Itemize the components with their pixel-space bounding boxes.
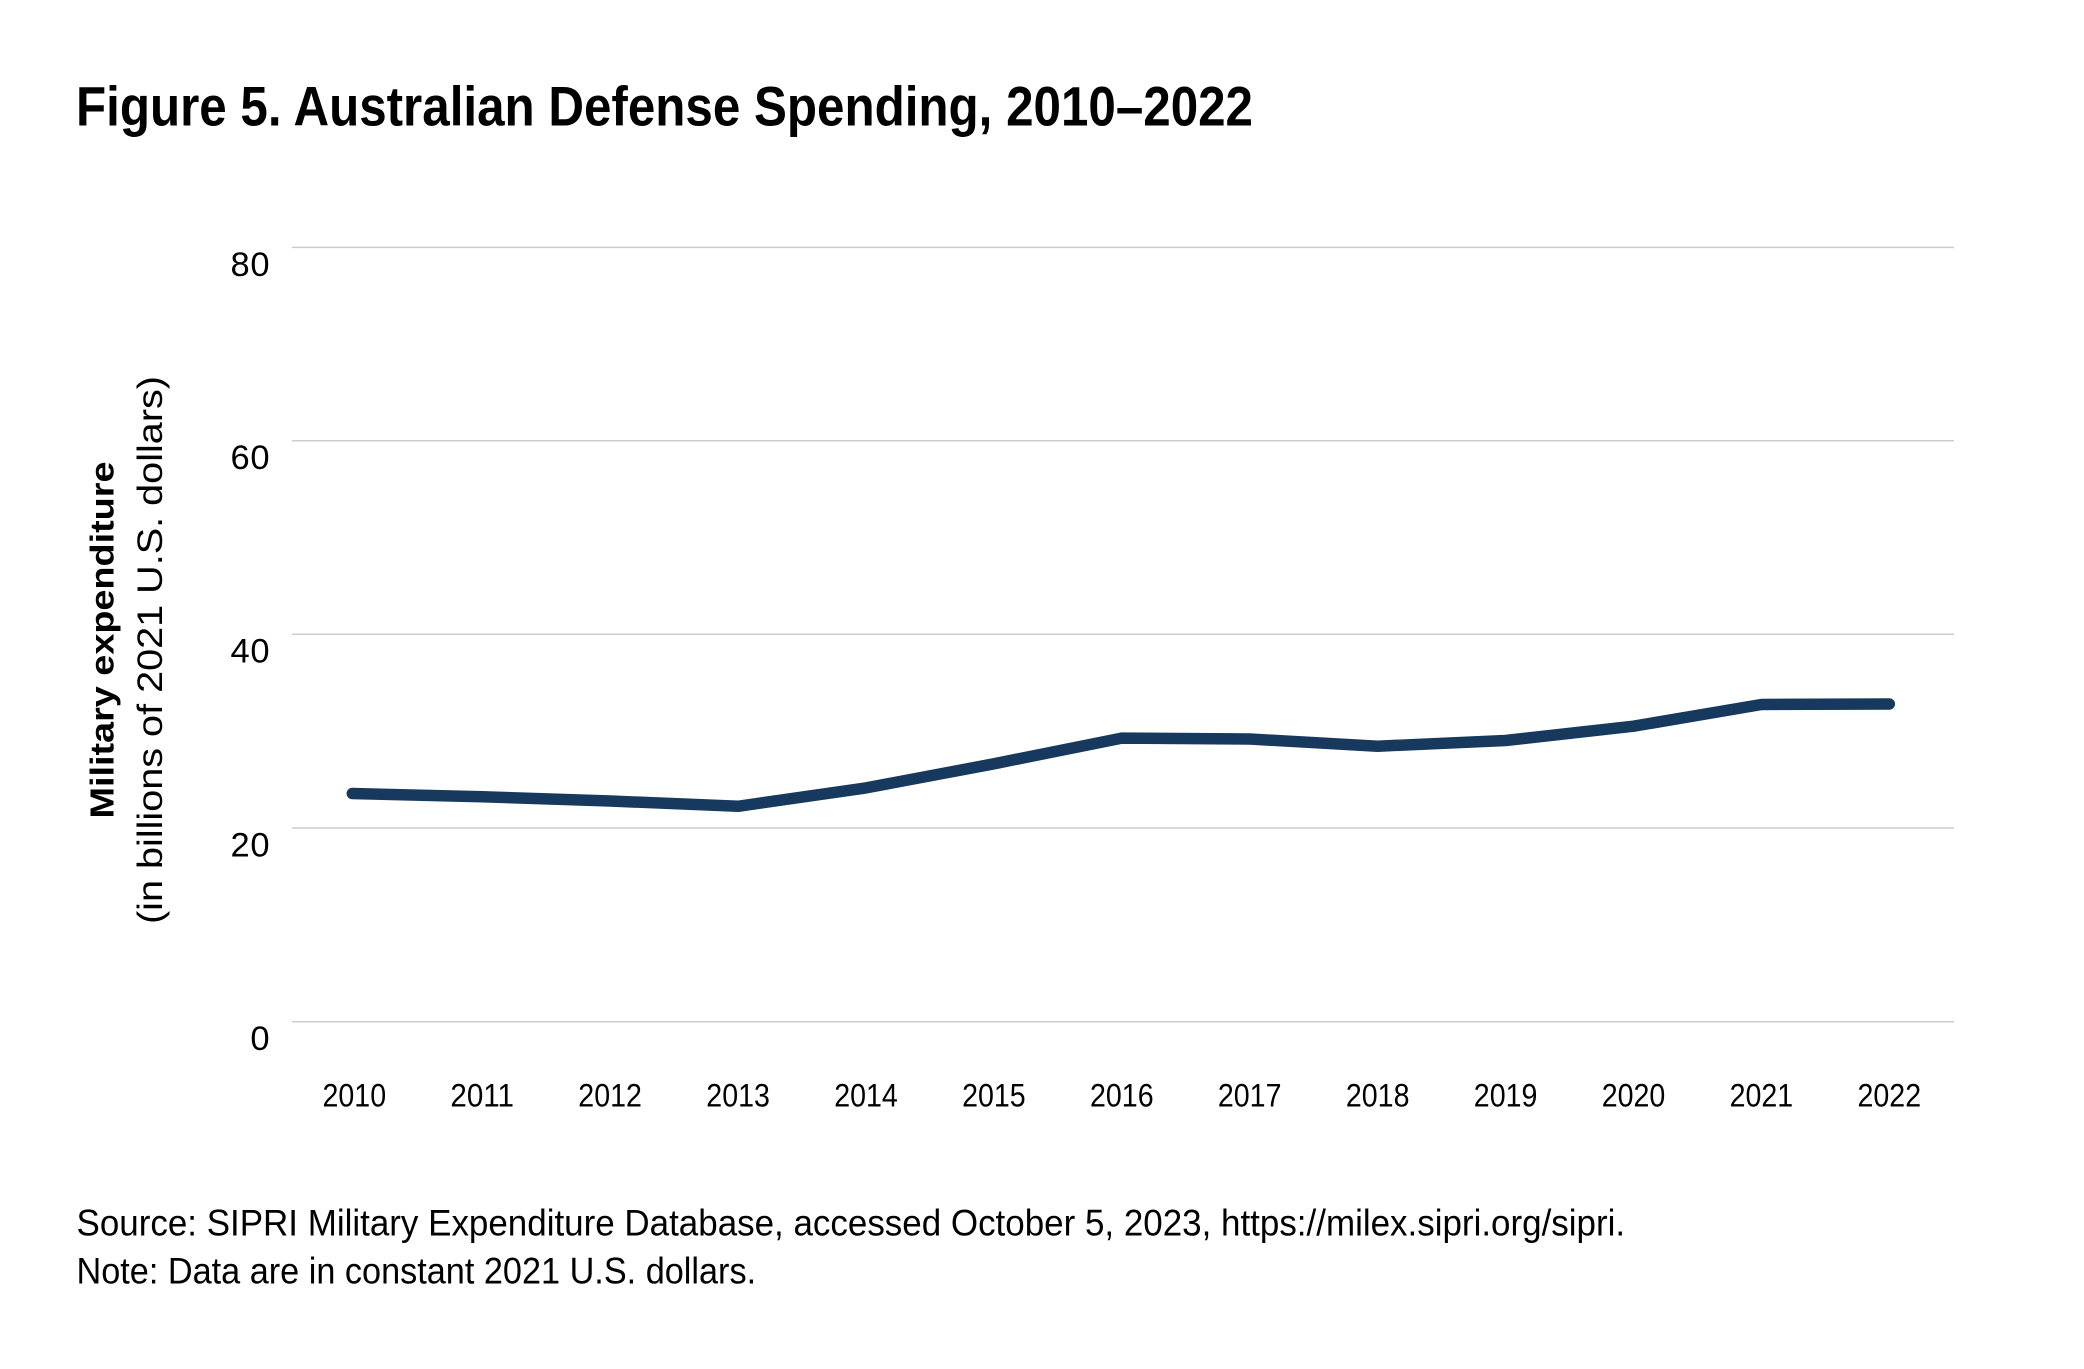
svg-text:2015: 2015	[962, 1078, 1026, 1114]
svg-text:Source: SIPRI Military Expendi: Source: SIPRI Military Expenditure Datab…	[77, 1201, 1626, 1243]
svg-text:80: 80	[231, 246, 270, 284]
svg-text:2019: 2019	[1474, 1078, 1538, 1114]
svg-text:2013: 2013	[706, 1078, 770, 1114]
svg-text:2020: 2020	[1602, 1078, 1666, 1114]
svg-text:2014: 2014	[834, 1078, 898, 1114]
svg-text:2018: 2018	[1346, 1078, 1410, 1114]
svg-text:Military expenditure: Military expenditure	[84, 462, 121, 819]
svg-text:2010: 2010	[323, 1078, 387, 1114]
svg-text:60: 60	[231, 439, 270, 477]
svg-text:2017: 2017	[1218, 1078, 1282, 1114]
svg-text:2012: 2012	[578, 1078, 642, 1114]
svg-text:2021: 2021	[1730, 1078, 1794, 1114]
svg-text:(in billions of 2021 U.S. doll: (in billions of 2021 U.S. dollars)	[130, 376, 170, 924]
svg-text:Figure 5. Australian Defense S: Figure 5. Australian Defense Spending, 2…	[76, 75, 1253, 138]
svg-text:Note: Data are in constant 202: Note: Data are in constant 2021 U.S. dol…	[77, 1250, 757, 1292]
svg-text:40: 40	[231, 633, 270, 671]
svg-text:2011: 2011	[450, 1078, 514, 1114]
svg-text:2016: 2016	[1090, 1078, 1154, 1114]
svg-text:20: 20	[231, 826, 270, 864]
svg-text:2022: 2022	[1858, 1078, 1922, 1114]
svg-text:0: 0	[250, 1020, 269, 1058]
